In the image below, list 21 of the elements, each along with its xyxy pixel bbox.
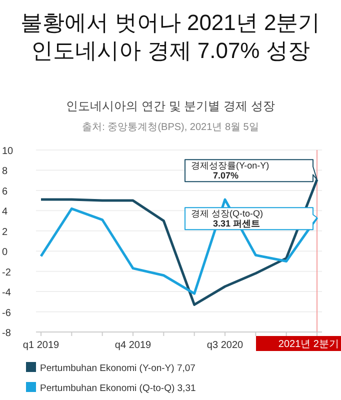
legend-label: Pertumbuhan Ekonomi (Y-on-Y) 7,07 <box>40 363 196 374</box>
x-tick-label: q3 2020 <box>206 340 244 351</box>
chart-subtitle: 인도네시아의 연간 및 분기별 경제 성장 <box>66 99 275 113</box>
y-tick-label: 8 <box>2 166 8 178</box>
chart-title: 불황에서 벗어나 2021년 2분기 인도네시아 경제 7.07% 성장 <box>20 10 320 63</box>
x-tick-label: q1 2019 <box>22 340 60 351</box>
y-tick-label: -2 <box>2 267 12 278</box>
y-tick-label: -4 <box>2 288 12 299</box>
y-tick-label: 6 <box>2 186 8 198</box>
annotation: 경제 성장(Q-to-Q) 3.31 퍼센트 <box>191 208 263 229</box>
legend-label: Pertumbuhan Ekonomi (Q-to-Q) 3,31 <box>40 383 196 394</box>
y-tick-label: -6 <box>2 308 12 319</box>
annotation: 경제성장률(Y-on-Y) 7.07% <box>191 160 270 181</box>
x-tick-label: 2021년 2분기 <box>278 339 339 350</box>
y-tick-label: 4 <box>2 206 8 218</box>
y-tick-label: 2 <box>2 226 8 238</box>
y-tick-label: 10 <box>2 146 14 157</box>
y-tick-label: 0 <box>2 247 8 258</box>
y-tick-label: -8 <box>2 328 12 339</box>
source-note: 출처: 중앙통계청(BPS), 2021년 8월 5일 <box>82 122 259 133</box>
x-tick-label: q4 2019 <box>114 340 152 351</box>
